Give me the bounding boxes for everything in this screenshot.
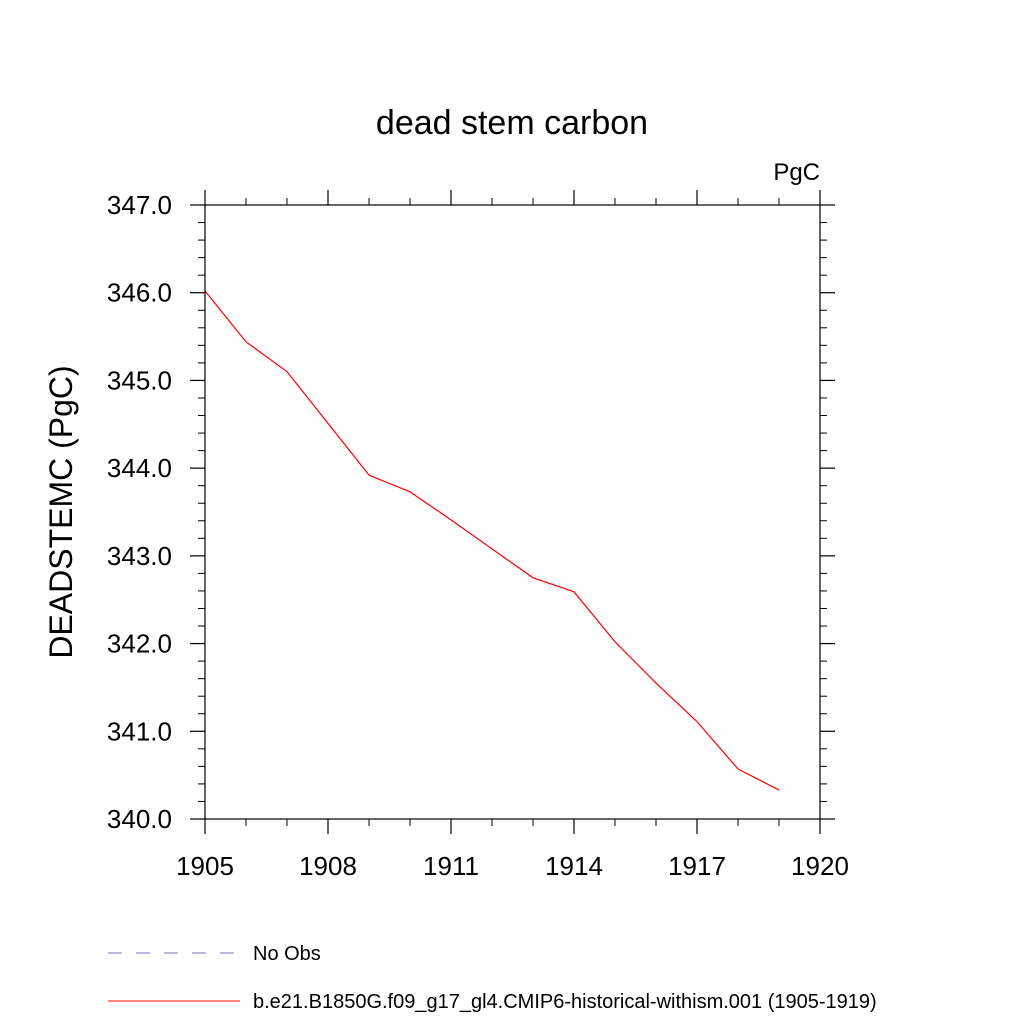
legend-label: No Obs xyxy=(253,943,321,965)
legend: No Obs b.e21.B1850G.f09_g17_gl4.CMIP6-his… xyxy=(108,943,877,1013)
tick-labels: 1905 1908 1911 1914 1917 1920 340.0 341.0 342.0 3… xyxy=(107,190,849,881)
series-line xyxy=(204,290,780,791)
minor-ticks xyxy=(198,198,827,826)
plot-frame xyxy=(204,204,821,820)
x-tick-label: 1908 xyxy=(299,851,357,881)
legend-label: b.e21.B1850G.f09_g17_gl4.CMIP6-historica… xyxy=(253,991,877,1013)
y-axis-label: DEADSTEMC (PgC) xyxy=(43,365,79,658)
x-tick-label: 1905 xyxy=(176,851,234,881)
units-label: PgC xyxy=(773,159,820,186)
y-tick-label: 342.0 xyxy=(107,629,172,659)
y-tick-label: 345.0 xyxy=(107,365,172,395)
y-tick-label: 340.0 xyxy=(107,804,172,834)
y-tick-label: 343.0 xyxy=(107,541,172,571)
chart-title: dead stem carbon xyxy=(376,104,648,142)
y-tick-label: 346.0 xyxy=(107,278,172,308)
x-tick-label: 1911 xyxy=(423,851,479,881)
x-tick-label: 1920 xyxy=(791,851,849,881)
major-ticks xyxy=(190,190,835,834)
y-tick-label: 347.0 xyxy=(107,190,172,220)
series-layer xyxy=(204,290,780,791)
y-tick-label: 344.0 xyxy=(107,453,172,483)
x-tick-label: 1917 xyxy=(668,851,726,881)
x-tick-label: 1914 xyxy=(545,851,603,881)
y-tick-label: 341.0 xyxy=(107,716,172,746)
